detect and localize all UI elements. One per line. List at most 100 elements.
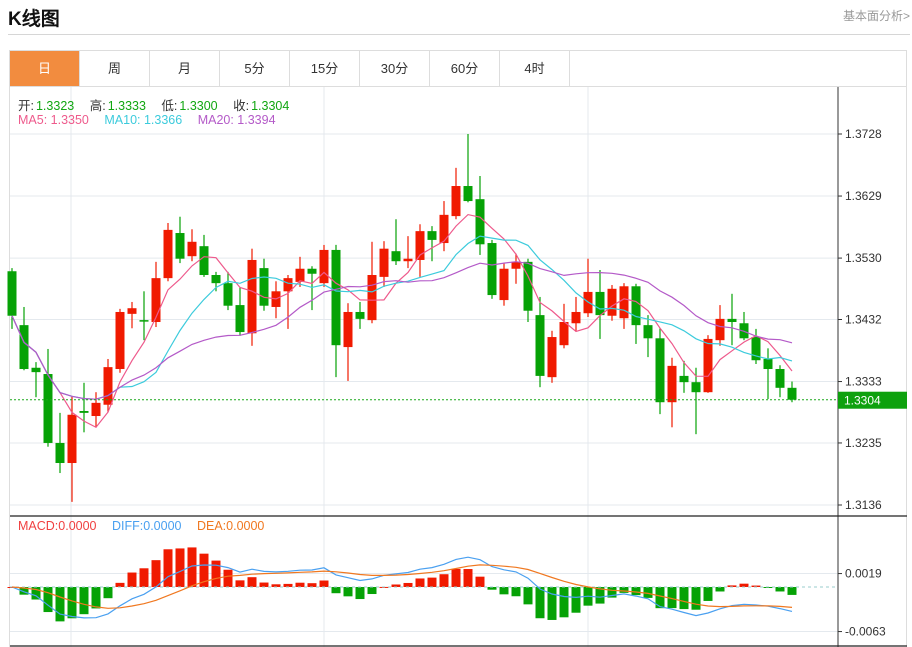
candle (511, 253, 521, 284)
macd-bar (655, 587, 665, 609)
candle (7, 268, 17, 329)
candle-body (163, 229, 173, 279)
open-value: 1.3323 (35, 99, 75, 113)
tab-60min[interactable]: 60分 (430, 51, 500, 86)
candle (163, 222, 173, 282)
diff-value: DIFF:0.0000 (112, 519, 182, 533)
candle-body (427, 231, 437, 240)
macd-value: MACD:0.0000 (18, 519, 97, 533)
candle (379, 241, 389, 287)
ma5-value: MA5: 1.3350 (18, 113, 89, 127)
candle (271, 281, 281, 319)
candle-body (559, 322, 569, 346)
candle-body (487, 243, 497, 296)
macd-bar (391, 584, 401, 587)
candle (775, 365, 785, 398)
price-tick-label: 1.3629 (845, 189, 882, 203)
candle-body (283, 278, 293, 292)
candle-body (343, 311, 353, 348)
macd-info: MACD:0.0000 DIFF:0.0000 DEA:0.0000 (18, 519, 266, 533)
candle-body (67, 414, 77, 464)
macd-bar (115, 582, 125, 587)
candle-body (547, 337, 557, 378)
candle-body (691, 382, 701, 393)
candle-body (7, 271, 17, 316)
candle (319, 244, 329, 287)
tab-30min[interactable]: 30分 (360, 51, 430, 86)
candle-body (379, 248, 389, 277)
macd-bar (271, 584, 281, 587)
candle (79, 382, 89, 433)
candle-body (775, 369, 785, 388)
candle (787, 381, 797, 403)
tab-4hour[interactable]: 4时 (500, 51, 570, 86)
tab-week[interactable]: 周 (80, 51, 150, 86)
macd-bar (739, 583, 749, 587)
macd-bar (163, 549, 173, 587)
candle (703, 335, 713, 393)
candle (763, 348, 773, 400)
tab-15min[interactable]: 15分 (290, 51, 360, 86)
open-label: 开: (18, 99, 34, 113)
macd-bar (619, 587, 629, 593)
candle-body (235, 305, 245, 333)
macd-bar (319, 580, 329, 587)
macd-bar (415, 578, 425, 587)
candle-body (151, 278, 161, 323)
candle-body (655, 338, 665, 403)
candle-body (187, 241, 197, 257)
candle-body (463, 186, 473, 202)
ma-info: MA5: 1.3350 MA10: 1.3366 MA20: 1.3394 (18, 113, 278, 127)
tab-month[interactable]: 月 (150, 51, 220, 86)
price-tick-label: 1.3530 (845, 251, 882, 265)
candle-body (127, 308, 137, 314)
high-label: 高: (89, 99, 106, 113)
candle (571, 296, 581, 331)
candle-body (523, 261, 533, 311)
fundamental-analysis-link[interactable]: 基本面分析> (842, 9, 910, 23)
candle-body (295, 268, 305, 282)
macd-bar (727, 585, 737, 587)
tab-5min[interactable]: 5分 (220, 51, 290, 86)
macd-bar (499, 587, 509, 595)
macd-bar (427, 577, 437, 587)
macd-bar (151, 560, 161, 587)
candle (187, 229, 197, 262)
candle (739, 311, 749, 341)
candle (691, 367, 701, 435)
macd-bar (403, 582, 413, 587)
candle (451, 167, 461, 220)
candle-body (19, 325, 29, 370)
macd-bar (331, 587, 341, 594)
macd-bar (595, 587, 605, 604)
candle (67, 395, 77, 502)
macd-bar (43, 587, 53, 613)
candle (235, 286, 245, 336)
macd-bar (343, 587, 353, 597)
candle (355, 301, 365, 329)
candle (487, 239, 497, 299)
macd-bar (355, 587, 365, 600)
candle (199, 234, 209, 277)
candle (175, 216, 185, 264)
candle-body (571, 311, 581, 324)
candle (499, 263, 509, 306)
macd-bar (79, 587, 89, 615)
candle (751, 328, 761, 364)
macd-bar (607, 587, 617, 598)
candle (667, 357, 677, 428)
close-label: 收: (233, 99, 250, 113)
header-divider (8, 34, 910, 35)
candle (139, 291, 149, 341)
macd-bar (211, 560, 221, 587)
macd-bar (55, 587, 65, 622)
macd-bar (247, 577, 257, 587)
candle (103, 358, 113, 413)
macd-bar (139, 568, 149, 587)
tab-day[interactable]: 日 (10, 51, 80, 86)
candle (31, 362, 41, 398)
ma10-line (11, 235, 793, 400)
candle (427, 226, 437, 262)
page-title: K线图 (8, 9, 60, 30)
